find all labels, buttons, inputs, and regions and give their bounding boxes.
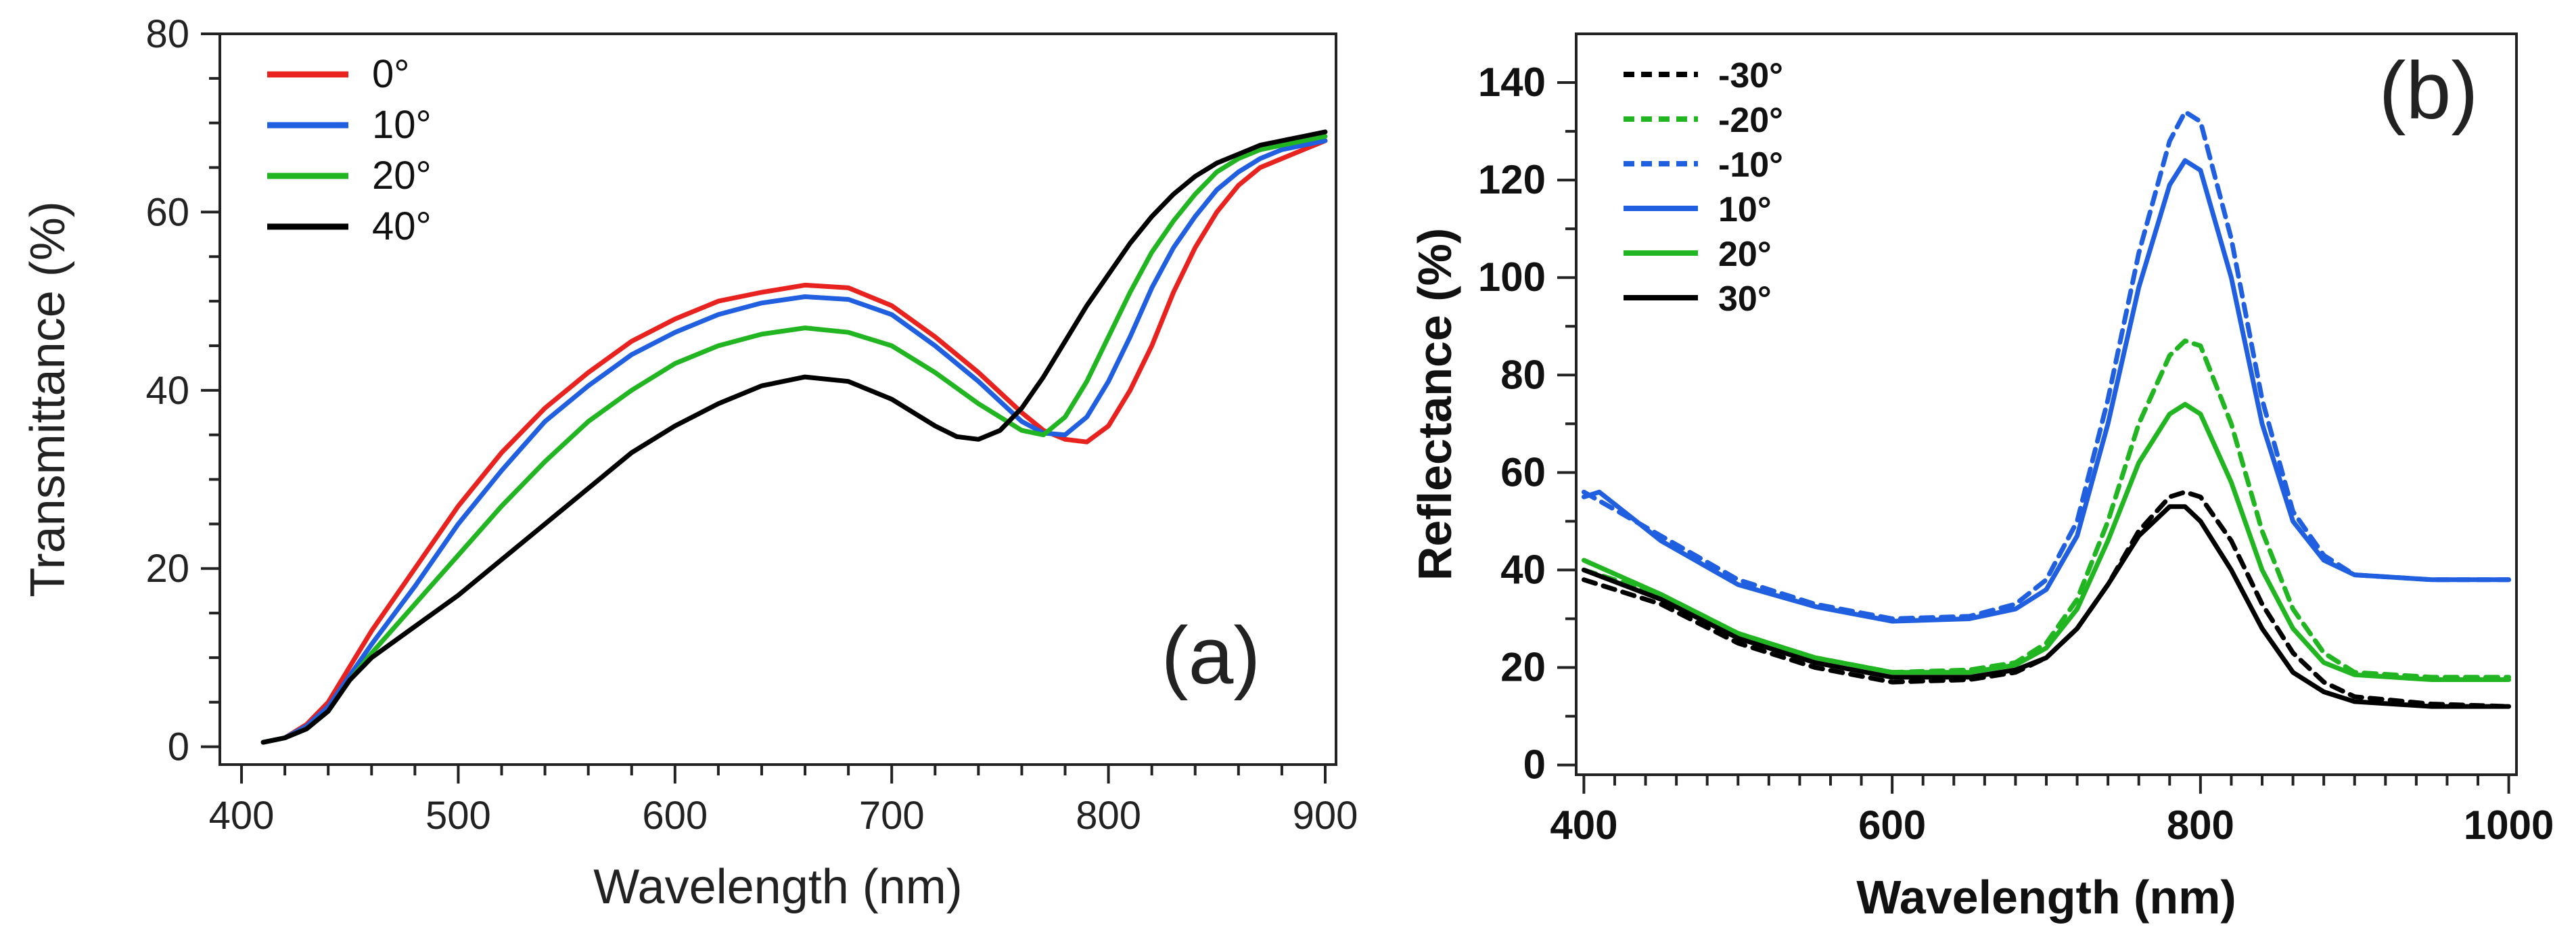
legend-label: 30° <box>1718 279 1772 319</box>
y-axis-label: Reflectance (%) <box>1408 228 1461 581</box>
y-axis-label: Transmittance (%) <box>21 201 75 597</box>
x-tick-label: 700 <box>859 794 925 838</box>
x-axis-label: Wavelength (nm) <box>593 860 963 914</box>
chart-panel-b: 400 600 800 1000 0 20 40 60 80 100 120 140 Wavelengt… <box>1408 32 2554 924</box>
x-tick-label: 800 <box>1076 794 1141 838</box>
x-tick-label: 600 <box>1858 802 1926 848</box>
legend-label: -10° <box>1718 145 1783 185</box>
series-line <box>260 129 1328 745</box>
legend-label: 0° <box>372 52 409 96</box>
series-line <box>1581 489 2512 709</box>
y-tick-label: 100 <box>1478 254 1546 300</box>
y-tick-label: 20 <box>145 547 189 591</box>
legend-label: 20° <box>372 154 432 198</box>
series-line <box>1581 504 2512 709</box>
x-tick-label: 400 <box>1550 802 1617 848</box>
x-axis-label: Wavelength (nm) <box>1856 871 2236 924</box>
plot-frame <box>218 32 1337 766</box>
x-tick-label: 500 <box>426 794 491 838</box>
y-tick-label: 20 <box>1500 645 1546 690</box>
panel-label: (b) <box>2379 45 2479 136</box>
y-tick-label: 60 <box>1500 449 1546 495</box>
series-line <box>260 134 1328 745</box>
x-tick-label: 800 <box>2167 802 2234 848</box>
legend-label: 10° <box>372 103 432 147</box>
y-tick-label: 120 <box>1478 157 1546 202</box>
y-tick-label: 80 <box>1500 352 1546 397</box>
y-tick-label: 140 <box>1478 60 1546 105</box>
series-line <box>260 138 1328 745</box>
x-tick-label: 600 <box>642 794 708 838</box>
panel-label: (a) <box>1162 610 1261 701</box>
x-tick-label: 400 <box>209 794 275 838</box>
legend-label: -20° <box>1718 101 1783 140</box>
legend-label: 40° <box>372 204 432 248</box>
y-tick-label: 0 <box>1523 742 1546 788</box>
y-tick-label: 80 <box>145 12 189 56</box>
legend-label: -30° <box>1718 56 1783 95</box>
y-tick-label: 0 <box>168 725 189 769</box>
y-tick-label: 40 <box>1500 547 1546 592</box>
series-line <box>260 138 1328 745</box>
legend-label: 10° <box>1718 190 1772 229</box>
chart-panel-a: 400 500 600 700 800 900 0 20 40 60 80 Wavelength (n… <box>21 12 1358 914</box>
series-line <box>1581 158 2512 624</box>
x-tick-label: 900 <box>1293 794 1358 838</box>
y-tick-label: 40 <box>145 369 189 413</box>
x-tick-label: 1000 <box>2464 802 2554 848</box>
y-tick-label: 60 <box>145 190 189 234</box>
series-line <box>1581 109 2512 621</box>
series-line <box>1581 402 2512 682</box>
plot-frame <box>1575 32 2518 776</box>
legend-label: 20° <box>1718 235 1772 274</box>
